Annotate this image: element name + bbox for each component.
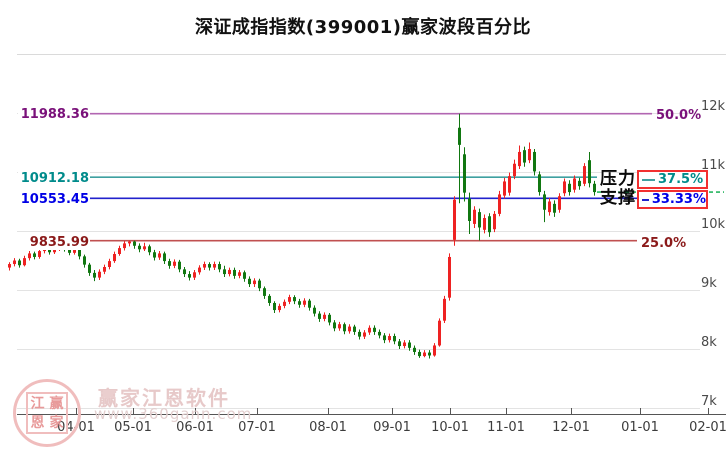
resistance-line-dash bbox=[642, 178, 655, 181]
seal-char: 江 bbox=[30, 395, 45, 412]
x-tick-01-01: 01-01 bbox=[621, 420, 659, 435]
level-pct-label-25: 25.0% bbox=[641, 236, 687, 251]
resistance-label: 压力 bbox=[600, 169, 636, 189]
level-price-label-50: 11988.36 bbox=[18, 107, 90, 122]
level-price-label-33-33: 10553.45 bbox=[18, 192, 90, 207]
candles bbox=[8, 113, 596, 359]
seal-char: 恩 bbox=[30, 414, 45, 431]
x-tick-08-01: 08-01 bbox=[309, 420, 347, 435]
x-tick-11-01: 11-01 bbox=[487, 420, 525, 435]
x-tick-09-01: 09-01 bbox=[373, 420, 411, 435]
watermark-brand: 赢家江恩软件 bbox=[98, 386, 230, 410]
y-tick-11k: 11k bbox=[701, 158, 726, 173]
x-tick-02-01: 02-01 bbox=[689, 420, 726, 435]
resistance-pct-box: 37.5% bbox=[637, 170, 708, 189]
x-tick-05-01: 05-01 bbox=[114, 420, 152, 435]
y-tick-7k: 7k bbox=[701, 394, 717, 409]
x-tick-07-01: 07-01 bbox=[238, 420, 276, 435]
gridlines bbox=[17, 113, 700, 409]
y-tick-10k: 10k bbox=[701, 217, 726, 232]
page-title: 深证成指指数(399001)赢家波段百分比 bbox=[194, 17, 532, 38]
watermark-url: www.360gann.com bbox=[94, 405, 253, 423]
support-label: 支撑 bbox=[600, 188, 636, 208]
level-pct-label-37-5: 37.5% bbox=[658, 172, 704, 187]
x-tick-12-01: 12-01 bbox=[552, 420, 590, 435]
watermark-seal-characters: 江 赢 恩 家 bbox=[26, 392, 68, 434]
support-line-dash bbox=[642, 198, 649, 201]
x-tick-10-01: 10-01 bbox=[431, 420, 469, 435]
y-tick-12k: 12k bbox=[701, 99, 726, 114]
level-pct-label-33-33: 33.33% bbox=[651, 192, 706, 207]
support-pct-box: 33.33% bbox=[637, 190, 708, 209]
seal-char: 赢 bbox=[49, 395, 64, 412]
y-tick-8k: 8k bbox=[701, 335, 717, 350]
watermark-seal-logo: 江 赢 恩 家 bbox=[13, 379, 81, 447]
gann-level-lines bbox=[90, 112, 652, 242]
x-tick-06-01: 06-01 bbox=[176, 420, 214, 435]
level-price-label-25: 9835.99 bbox=[18, 235, 90, 250]
level-pct-label-50: 50.0% bbox=[656, 108, 702, 123]
seal-char: 家 bbox=[49, 414, 64, 431]
level-price-label-37-5: 10912.18 bbox=[18, 171, 90, 186]
y-tick-9k: 9k bbox=[701, 276, 717, 291]
